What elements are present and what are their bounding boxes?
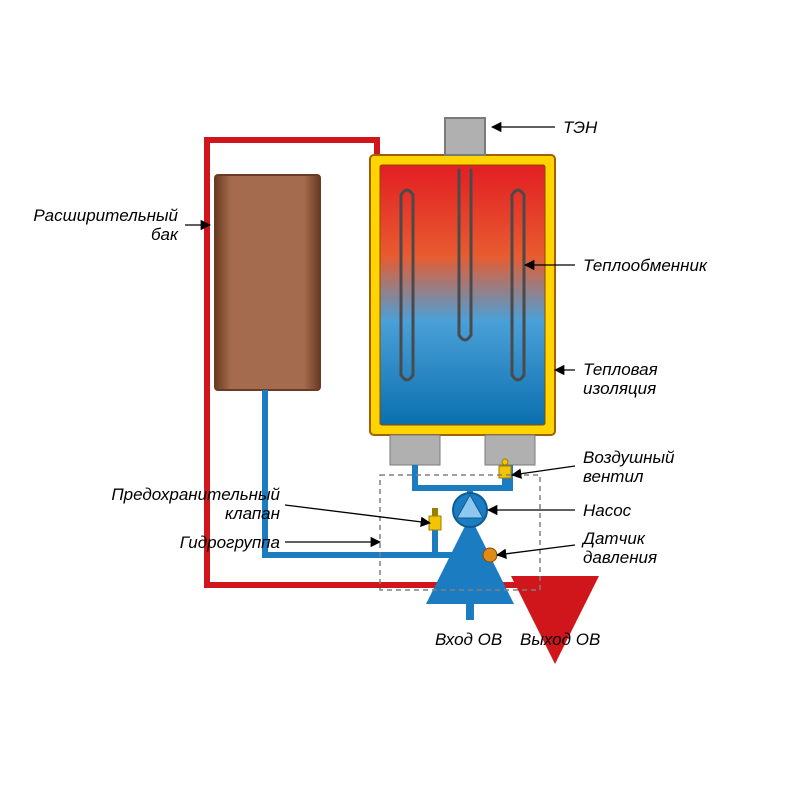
bottom-connector-right <box>485 435 535 465</box>
safety-valve <box>429 508 441 530</box>
label-outlet: Выход ОВ <box>520 630 600 650</box>
label-air-vent-1: Воздушный <box>583 448 674 468</box>
lead-air <box>512 466 575 475</box>
label-safety-1: Предохранительный <box>111 485 280 505</box>
hydro-group-box <box>380 475 540 590</box>
label-air-vent-2: вентил <box>583 467 644 487</box>
schematic-svg <box>0 0 800 800</box>
label-expansion-tank-1: Расширительный <box>33 206 178 226</box>
pressure-sensor <box>483 548 497 562</box>
label-hydro-group: Гидрогруппа <box>180 533 280 553</box>
ten-cap <box>445 118 485 155</box>
label-heat-exchanger: Теплообменник <box>583 256 707 276</box>
expansion-tank <box>215 175 320 390</box>
heat-exchanger-body <box>380 165 545 425</box>
label-inlet: Вход ОВ <box>435 630 502 650</box>
label-pressure-2: давления <box>583 548 657 568</box>
diagram-stage: ТЭН Расширительный бак Теплообменник Теп… <box>0 0 800 800</box>
lead-safety <box>285 505 430 523</box>
label-safety-2: клапан <box>225 504 280 524</box>
label-pump: Насос <box>583 501 631 521</box>
label-thermal-insulation-1: Тепловая <box>583 360 658 380</box>
bottom-connector-left <box>390 435 440 465</box>
label-thermal-insulation-2: изоляция <box>583 379 656 399</box>
label-pressure-1: Датчик <box>583 529 645 549</box>
label-expansion-tank-2: бак <box>151 225 178 245</box>
label-ten: ТЭН <box>563 118 597 138</box>
lead-press <box>497 545 575 555</box>
pump <box>453 493 487 527</box>
